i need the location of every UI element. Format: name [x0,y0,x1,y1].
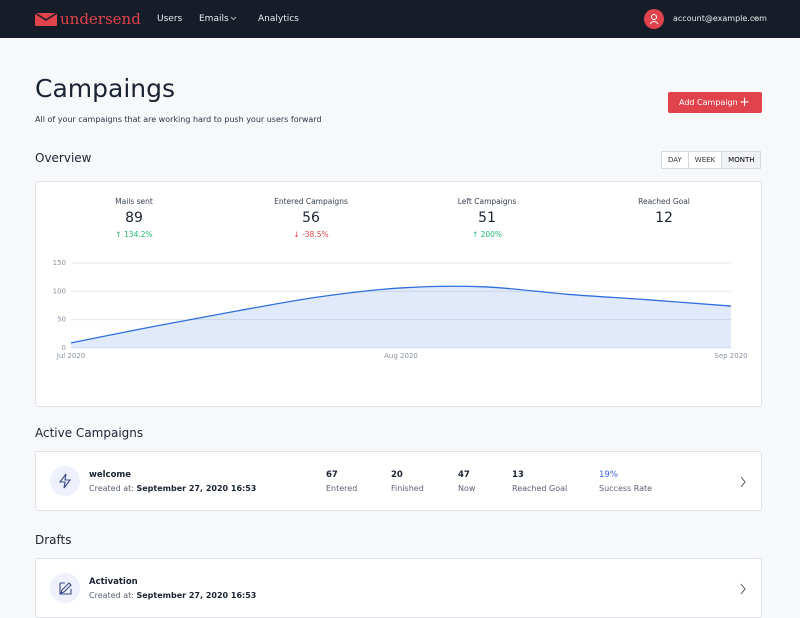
account[interactable]: account@example.com [673,14,767,23]
y-tick-label: 100 [53,287,66,295]
stat-value: 19% [599,470,618,480]
button-label: Add Campaign [679,98,738,107]
stat-label: Mails sent [115,197,153,206]
created-date: September 27, 2020 16:53 [136,484,257,493]
stat-value: 12 [655,210,673,226]
page-subtitle: All of your campaigns that are working h… [35,115,322,124]
stat-value: 56 [302,210,320,226]
x-tick-label: Sep 2020 [714,352,747,360]
range-button[interactable]: DAY [661,151,689,169]
area [71,286,731,348]
line [70,285,732,344]
chevron [740,583,746,595]
page-title: Campaings [35,74,176,103]
stat-value: 67 [326,470,338,480]
nav-link[interactable]: Users [157,14,183,24]
plus-icon: + [739,95,750,110]
chevron [740,476,746,488]
stat-value: 13 [512,470,524,480]
avatar[interactable] [644,9,664,29]
chart: 0 50 100 150 Jul 2020 Aug 2020 Sep 2020 [53,259,748,360]
campaign-icon [50,573,80,603]
range-toggle: DAY WEEK MONTH [661,151,762,169]
add-campaign-button[interactable]: Add Campaign + [668,92,762,113]
campaign-created: Created at: September 27, 2020 16:53 [89,591,256,600]
logo-icon [35,13,57,26]
y-tick-label: 0 [62,344,66,352]
range-button[interactable]: MONTH [722,151,762,169]
campaign-row[interactable]: Activation Created at: September 27, 202… [35,558,762,618]
stat-value: 47 [458,470,470,480]
campaign-icon [50,466,80,496]
dropdown-icon [230,16,237,21]
created-date: September 27, 2020 16:53 [136,591,257,600]
campaign-row[interactable]: welcome Created at: September 27, 2020 1… [35,451,762,511]
y-tick-label: 50 [57,316,66,324]
brand[interactable]: undersend [60,10,141,28]
created-label: Created at: [89,484,134,493]
x-tick-label: Jul 2020 [56,352,86,360]
stat-label: Entered Campaigns [274,197,348,206]
stat-change-value: -38.5% [302,230,329,239]
stat-label: Finished [391,484,424,493]
stat-value: 89 [125,210,143,226]
stat-label: Reached Goal [512,484,568,493]
section-title: Drafts [35,533,72,547]
navbar: undersend Users Emails Analytics account… [0,0,800,38]
overview-card: Mails sent 89 ↑ 134.2% Entered Campaigns… [35,181,762,407]
stat-value: 20 [391,470,403,480]
dropdown-icon [752,16,759,21]
nav-link[interactable]: Analytics [258,14,299,24]
stat-label: Entered [326,484,358,493]
stat-change-value: 200% [480,230,503,239]
y-tick-label: 150 [53,259,66,267]
stat-change: ↑ 200% [471,230,503,239]
x-tick-label: Aug 2020 [384,352,418,360]
stat-change-value: 134.2% [124,230,153,239]
campaign-created: Created at: September 27, 2020 16:53 [89,484,256,493]
stat-label: Success Rate [599,484,653,493]
range-button[interactable]: WEEK [688,151,723,169]
stat-change: ↓ -38.5% [293,230,329,239]
stat-label: Now [458,484,476,493]
nav-link[interactable]: Emails [199,14,229,24]
stat-value: 51 [478,210,496,226]
stat-label: Reached Goal [638,197,690,206]
campaign-name: Activation [89,577,138,587]
created-label: Created at: [89,591,134,600]
section-title: Overview [35,151,92,165]
campaign-name: welcome [89,470,132,480]
section-title: Active Campaigns [35,426,144,440]
stat-change: ↑ 134.2% [115,230,153,239]
stat-label: Left Campaigns [457,197,517,206]
